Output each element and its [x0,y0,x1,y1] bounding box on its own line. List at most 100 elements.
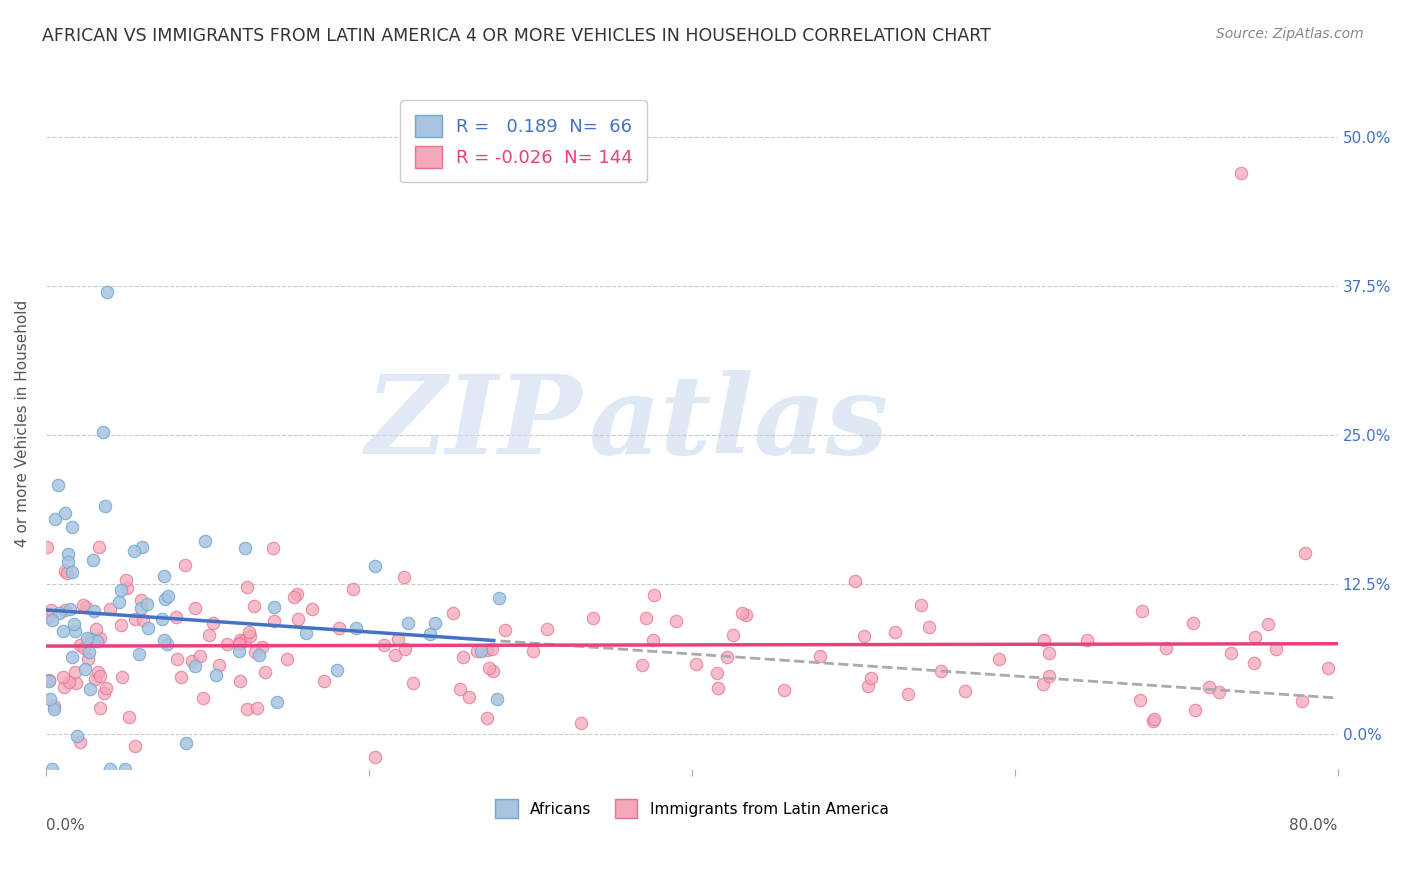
Point [38,673,60,688]
Point [77,645,100,659]
Point [110,617,132,632]
Point [98,602,121,616]
Point [1129,693,1152,707]
Point [910,598,932,612]
Point [136,597,159,611]
Point [236,580,259,594]
Point [1143,712,1166,726]
Text: Source: ZipAtlas.com: Source: ZipAtlas.com [1216,27,1364,41]
Point [60,650,83,665]
Point [243,645,266,659]
Point [136,621,159,635]
Point [118,710,141,724]
Point [423,615,446,630]
Point [772,683,794,698]
Point [536,622,558,636]
Point [229,673,252,688]
Point [478,661,501,675]
Point [1244,630,1267,644]
Point [84,672,107,686]
Text: atlas: atlas [589,369,889,477]
Point [83,604,105,618]
Point [1243,656,1265,670]
Point [129,592,152,607]
Point [1291,693,1313,707]
Point [53,564,76,578]
Point [486,692,509,706]
Point [63,624,86,638]
Point [250,640,273,655]
Point [183,601,205,615]
Point [569,715,592,730]
Point [522,644,544,658]
Point [152,632,174,647]
Point [229,636,252,650]
Point [60,520,83,534]
Point [89,668,111,682]
Point [929,664,952,678]
Point [96,285,118,300]
Point [276,652,298,666]
Point [52,670,75,684]
Point [465,644,488,658]
Point [858,679,880,693]
Point [129,600,152,615]
Point [63,665,86,679]
Point [65,676,87,690]
Point [89,701,111,715]
Text: 0.0%: 0.0% [46,818,84,833]
Point [488,591,510,605]
Point [165,609,187,624]
Point [263,541,285,556]
Point [69,639,91,653]
Point [238,625,260,640]
Point [110,582,132,597]
Point [239,629,262,643]
Point [69,735,91,749]
Point [1038,669,1060,683]
Point [87,540,110,554]
Point [451,650,474,665]
Point [1038,646,1060,660]
Point [184,658,207,673]
Point [494,624,516,638]
Point [396,615,419,630]
Point [636,610,658,624]
Point [201,616,224,631]
Point [263,615,285,629]
Point [188,649,211,664]
Point [87,665,110,680]
Point [1032,677,1054,691]
Point [1208,684,1230,698]
Point [53,680,76,694]
Point [233,541,256,556]
Point [98,762,121,776]
Point [93,686,115,700]
Point [86,634,108,648]
Point [481,641,503,656]
Point [1264,642,1286,657]
Text: 80.0%: 80.0% [1289,818,1337,833]
Point [174,736,197,750]
Point [897,687,920,701]
Point [394,642,416,657]
Point [233,632,256,647]
Point [844,574,866,588]
Point [373,638,395,652]
Point [665,614,688,628]
Point [66,729,89,743]
Point [441,606,464,620]
Point [181,654,204,668]
Point [166,651,188,665]
Point [229,633,252,648]
Point [918,620,941,634]
Point [301,602,323,616]
Point [242,599,264,614]
Point [150,612,173,626]
Point [38,673,60,687]
Point [55,566,77,580]
Point [401,676,423,690]
Point [328,621,350,635]
Point [115,582,138,596]
Point [60,565,83,579]
